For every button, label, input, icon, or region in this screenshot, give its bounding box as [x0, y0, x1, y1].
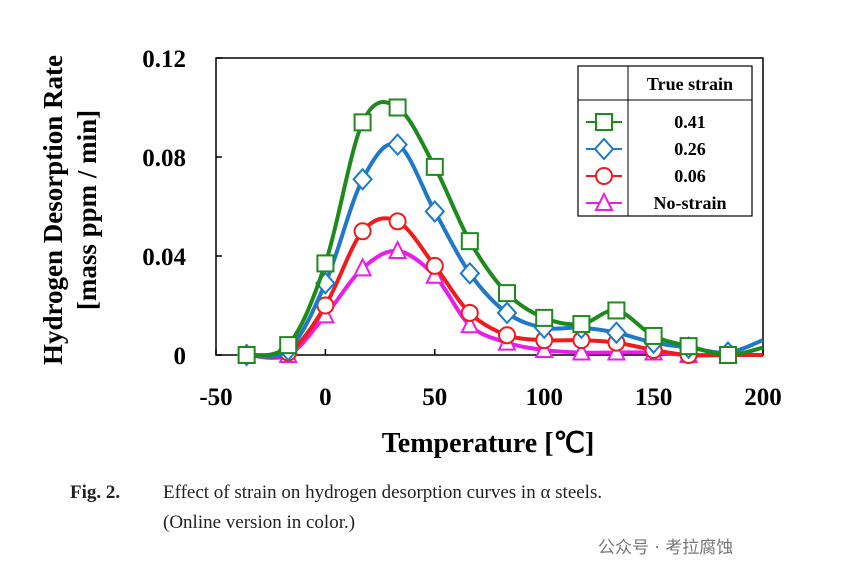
circle-marker [498, 326, 517, 345]
diamond-marker [496, 301, 518, 325]
circle-marker [388, 212, 407, 231]
legend-square-icon [595, 113, 613, 131]
square-marker [388, 98, 407, 117]
diamond-marker [459, 261, 481, 285]
legend-label: No-strain [654, 193, 727, 213]
square-marker [535, 308, 554, 327]
square-marker [644, 326, 663, 345]
hydrogen-desorption-chart: -50 0 50 100 150 200 0 0.04 0.08 0.12 Temperature … [38, 46, 782, 459]
caption-label: Fig. 2. [70, 482, 121, 503]
x-axis-label: Temperature [℃] [382, 428, 595, 459]
triangle-marker [352, 257, 373, 277]
diamond-marker [387, 133, 408, 157]
circle-marker [460, 303, 479, 322]
square-marker [460, 232, 479, 251]
square-marker [498, 284, 517, 303]
legend-label: 0.26 [674, 139, 706, 159]
legend-title: True strain [647, 74, 733, 94]
y-tick-label: 0.12 [142, 46, 186, 73]
diamond-marker [424, 199, 446, 223]
x-tick-label: 150 [635, 384, 673, 411]
circle-marker [425, 256, 444, 275]
square-marker [353, 113, 372, 132]
caption-line1: Effect of strain on hydrogen desorption … [163, 482, 603, 503]
y-tick-label: 0.08 [142, 145, 186, 172]
circle-marker [353, 222, 372, 241]
caption-line2: (Online version in color.) [163, 512, 356, 533]
triangle-marker [460, 314, 480, 334]
x-tick-label: 100 [525, 384, 563, 411]
square-marker [679, 337, 698, 356]
y-tick-label: 0.04 [142, 244, 186, 271]
plot-frame [215, 57, 764, 356]
square-marker [279, 336, 298, 355]
square-marker [718, 346, 737, 364]
series-line-0.41 [246, 100, 764, 358]
diamond-marker [352, 167, 373, 191]
y-tick-label: 0 [174, 343, 187, 370]
x-tick-label: 50 [422, 384, 447, 411]
triangle-marker [387, 239, 408, 260]
y-axis-label-line1: Hydrogen Desorption Rate [38, 55, 68, 365]
y-axis-label-line2: [mass ppm / min] [72, 110, 102, 310]
x-tick-label: 0 [319, 384, 332, 411]
square-marker [237, 346, 256, 364]
square-marker [316, 254, 335, 273]
square-marker [572, 315, 591, 334]
triangle-marker [571, 341, 592, 361]
x-tick-label: -50 [199, 384, 232, 411]
legend-label: 0.41 [674, 112, 706, 132]
square-marker [425, 157, 444, 176]
x-tick-label: 200 [744, 384, 782, 411]
watermark: 公众号 · 考拉腐蚀 [598, 538, 734, 558]
legend-triangle-icon [594, 191, 614, 211]
diamond-marker [606, 321, 627, 345]
square-marker [607, 301, 626, 320]
legend-diamond-icon [593, 137, 615, 161]
legend-label: 0.06 [674, 166, 706, 186]
legend-circle-icon [595, 167, 613, 185]
